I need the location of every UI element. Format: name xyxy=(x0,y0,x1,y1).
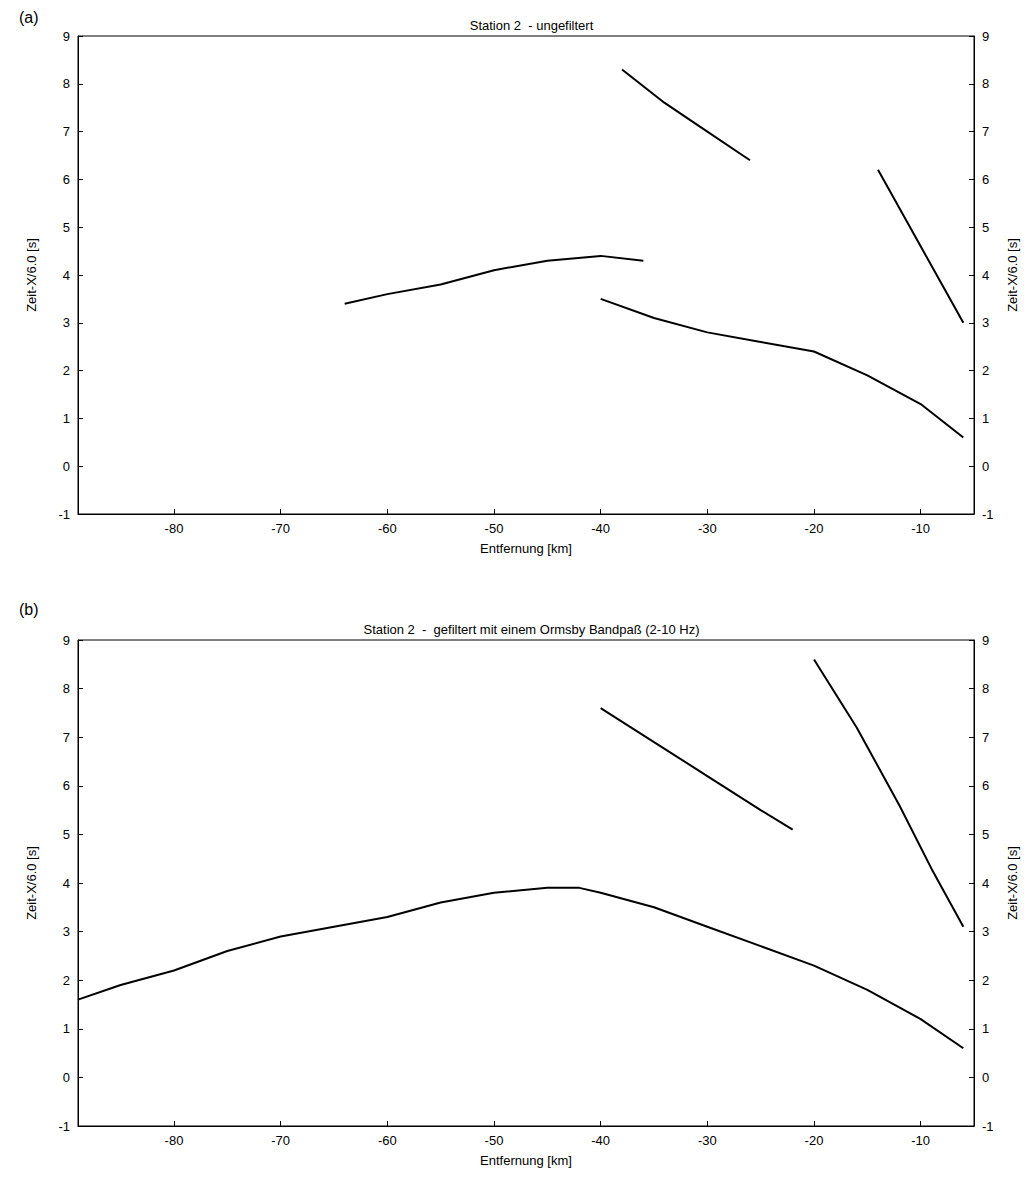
svg-text:2: 2 xyxy=(982,363,989,378)
svg-text:8: 8 xyxy=(63,681,70,696)
svg-text:-20: -20 xyxy=(805,1133,824,1148)
svg-text:-30: -30 xyxy=(698,521,717,536)
svg-text:0: 0 xyxy=(982,459,989,474)
svg-text:4: 4 xyxy=(982,876,989,891)
svg-text:9: 9 xyxy=(63,29,70,44)
svg-text:Zeit-X/6.0 [s]: Zeit-X/6.0 [s] xyxy=(24,238,39,312)
svg-text:7: 7 xyxy=(63,730,70,745)
svg-text:Station 2 - ungefiltert: Station 2 - ungefiltert xyxy=(470,18,594,33)
svg-text:6: 6 xyxy=(982,172,989,187)
svg-text:7: 7 xyxy=(982,124,989,139)
svg-text:-60: -60 xyxy=(378,521,397,536)
svg-text:(a): (a) xyxy=(19,9,39,26)
svg-text:Station 2 - gefiltert mit ei: Station 2 - gefiltert mit einem Ormsby B… xyxy=(364,622,700,637)
svg-text:9: 9 xyxy=(982,29,989,44)
svg-text:-70: -70 xyxy=(271,1133,290,1148)
svg-text:8: 8 xyxy=(982,76,989,91)
svg-text:5: 5 xyxy=(63,827,70,842)
svg-text:-80: -80 xyxy=(165,521,184,536)
svg-text:3: 3 xyxy=(982,315,989,330)
svg-text:9: 9 xyxy=(63,633,70,648)
svg-text:0: 0 xyxy=(982,1070,989,1085)
svg-text:1: 1 xyxy=(982,411,989,426)
svg-text:5: 5 xyxy=(982,220,989,235)
svg-text:-1: -1 xyxy=(982,507,994,522)
svg-text:6: 6 xyxy=(63,172,70,187)
svg-text:-1: -1 xyxy=(58,507,70,522)
svg-text:9: 9 xyxy=(982,633,989,648)
svg-text:Zeit-X/6.0 [s]: Zeit-X/6.0 [s] xyxy=(1005,238,1020,312)
svg-text:5: 5 xyxy=(63,220,70,235)
svg-text:-30: -30 xyxy=(698,1133,717,1148)
svg-text:4: 4 xyxy=(982,268,989,283)
svg-text:-80: -80 xyxy=(165,1133,184,1148)
svg-text:5: 5 xyxy=(982,827,989,842)
svg-text:0: 0 xyxy=(63,1070,70,1085)
svg-text:1: 1 xyxy=(63,411,70,426)
svg-text:-40: -40 xyxy=(591,521,610,536)
svg-text:3: 3 xyxy=(63,924,70,939)
svg-text:0: 0 xyxy=(63,459,70,474)
svg-text:-1: -1 xyxy=(58,1119,70,1134)
svg-text:-50: -50 xyxy=(485,1133,504,1148)
svg-text:4: 4 xyxy=(63,268,70,283)
svg-text:3: 3 xyxy=(63,315,70,330)
svg-text:-40: -40 xyxy=(591,1133,610,1148)
svg-text:-10: -10 xyxy=(911,521,930,536)
svg-text:-1: -1 xyxy=(982,1119,994,1134)
svg-text:2: 2 xyxy=(982,973,989,988)
svg-text:-10: -10 xyxy=(911,1133,930,1148)
svg-text:2: 2 xyxy=(63,973,70,988)
svg-text:7: 7 xyxy=(982,730,989,745)
svg-text:1: 1 xyxy=(982,1021,989,1036)
svg-text:6: 6 xyxy=(63,778,70,793)
svg-text:3: 3 xyxy=(982,924,989,939)
svg-text:Zeit-X/6.0 [s]: Zeit-X/6.0 [s] xyxy=(24,846,39,920)
svg-text:6: 6 xyxy=(982,778,989,793)
svg-text:2: 2 xyxy=(63,363,70,378)
svg-text:-50: -50 xyxy=(485,521,504,536)
svg-text:Entfernung [km]: Entfernung [km] xyxy=(480,541,572,556)
svg-text:Zeit-X/6.0 [s]: Zeit-X/6.0 [s] xyxy=(1005,846,1020,920)
svg-text:4: 4 xyxy=(63,876,70,891)
svg-text:7: 7 xyxy=(63,124,70,139)
svg-text:Entfernung [km]: Entfernung [km] xyxy=(480,1153,572,1168)
svg-text:-20: -20 xyxy=(805,521,824,536)
svg-text:1: 1 xyxy=(63,1021,70,1036)
svg-text:-70: -70 xyxy=(271,521,290,536)
svg-text:(b): (b) xyxy=(19,601,39,618)
svg-text:8: 8 xyxy=(63,76,70,91)
svg-text:-60: -60 xyxy=(378,1133,397,1148)
svg-text:8: 8 xyxy=(982,681,989,696)
